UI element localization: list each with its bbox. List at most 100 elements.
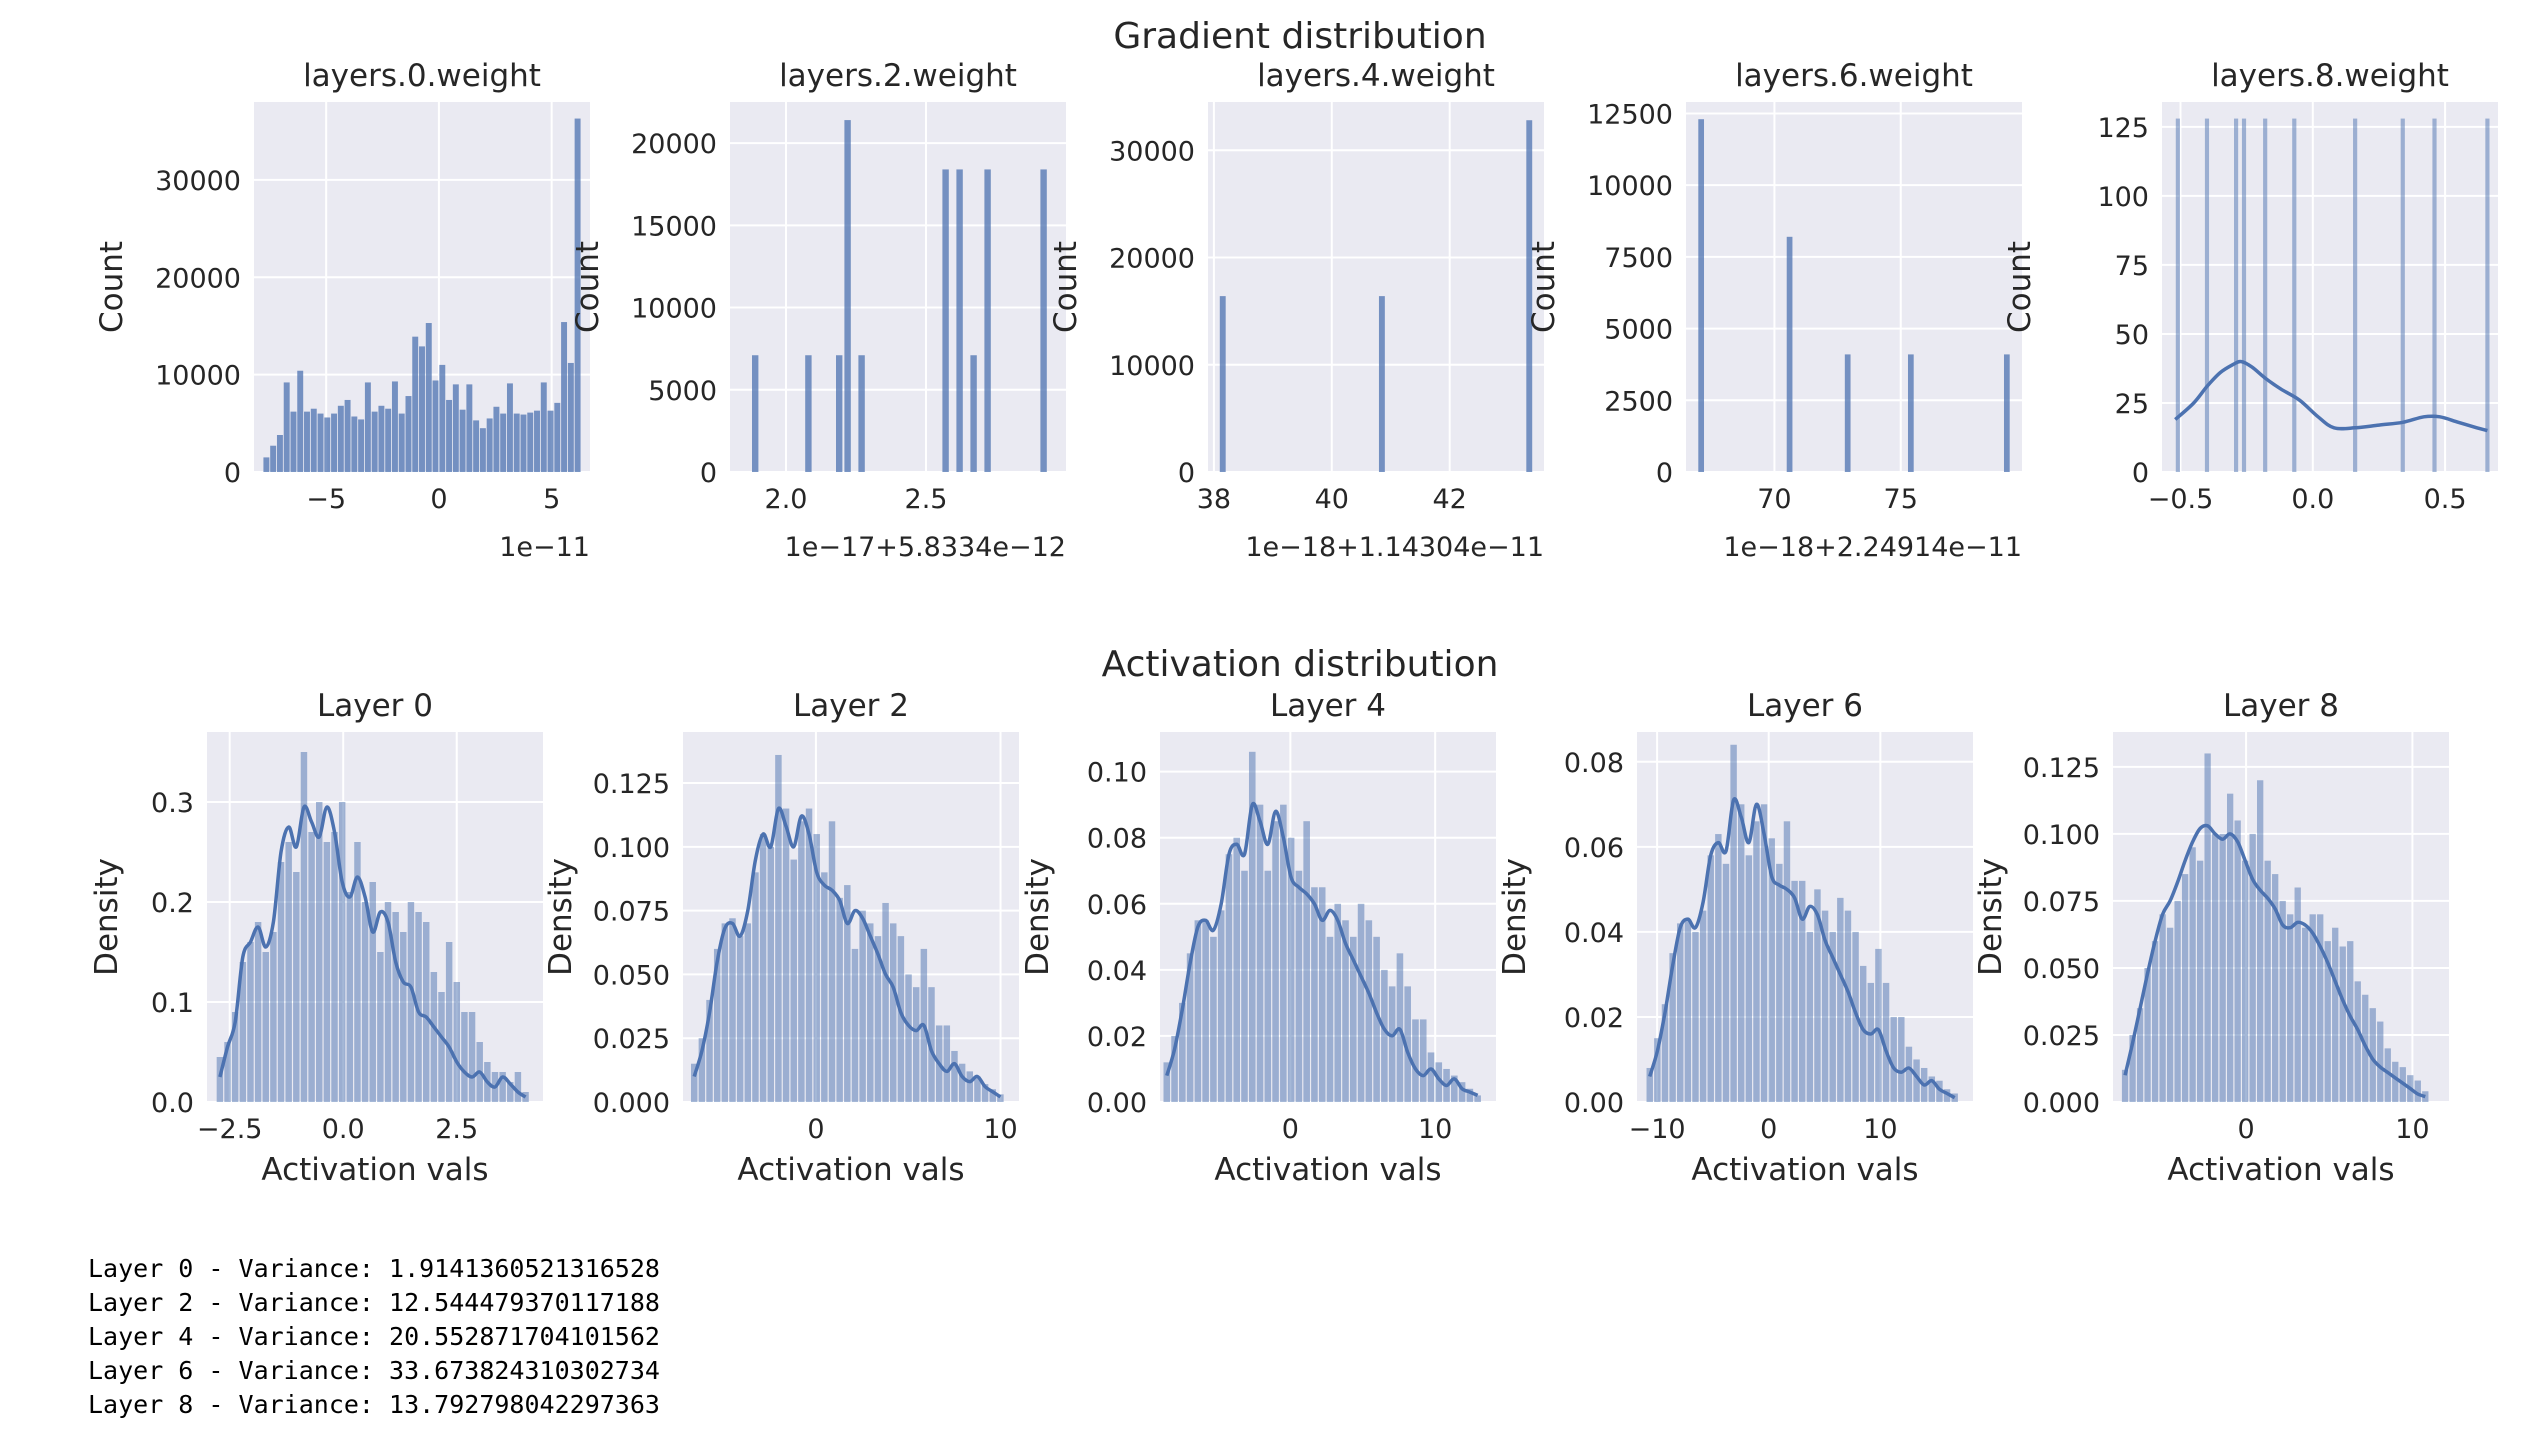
kde-curve: [2174, 359, 2488, 433]
histogram-bar: [1378, 296, 1385, 472]
histogram-bar: [276, 435, 283, 472]
histogram-bar: [527, 412, 534, 472]
histogram-bar: [293, 872, 300, 1102]
histogram-bar: [1844, 910, 1852, 1102]
histogram-bar: [270, 445, 277, 472]
panel-title: Layer 2: [793, 688, 909, 724]
histogram-bar: [943, 1025, 951, 1102]
histogram-bar: [346, 892, 354, 1102]
y-axis-label: Count: [2002, 241, 2038, 333]
y-tick-label: 0.08: [1087, 824, 1147, 855]
histogram-bar: [2196, 860, 2204, 1102]
y-axis-label: Density: [543, 858, 579, 976]
histogram-bar: [369, 882, 376, 1102]
histogram-bar: [1373, 936, 1380, 1102]
histogram-bar: [432, 380, 439, 472]
y-tick-label: 100: [2097, 182, 2149, 213]
histogram-bar: [358, 419, 365, 472]
histogram-bar: [1867, 982, 1875, 1102]
y-axis-label: Density: [1020, 858, 1056, 976]
variance-line: Layer 8 - Variance: 13.792798042297363: [88, 1390, 660, 1419]
histogram-bar: [767, 846, 774, 1102]
y-tick-label: 75: [2115, 251, 2149, 282]
y-tick-label: 0: [1178, 458, 1195, 489]
x-axis-label: Activation vals: [1214, 1152, 1441, 1188]
histogram-bar: [2204, 753, 2211, 1102]
histogram-bar: [1388, 986, 1396, 1102]
histogram-bar: [263, 457, 270, 472]
histogram-bar: [405, 396, 412, 472]
histogram-bar: [1419, 1019, 1427, 1102]
x-tick-label: 2.5: [435, 1114, 478, 1145]
histogram-bar: [468, 1012, 476, 1102]
x-tick-label: 10: [1418, 1114, 1452, 1145]
histogram-bar: [231, 1012, 239, 1102]
y-tick-label: 0.3: [151, 788, 194, 819]
x-tick-label: 70: [1757, 484, 1791, 515]
variance-line: Layer 0 - Variance: 1.9141360521316528: [88, 1254, 660, 1283]
histogram-bar: [1225, 854, 1233, 1102]
histogram-bar: [1248, 751, 1256, 1102]
histogram-bar: [316, 802, 323, 1102]
histogram-bar: [2241, 118, 2247, 472]
x-tick-label: 0: [807, 1114, 824, 1145]
histogram-bar: [1684, 919, 1692, 1102]
histogram-bar: [1669, 953, 1676, 1102]
histogram-bar: [2257, 780, 2264, 1102]
kde-curve: [692, 806, 1002, 1099]
histogram-bar: [1928, 1076, 1936, 1102]
y-tick-label: 10000: [155, 361, 241, 392]
y-tick-label: 0.100: [593, 833, 670, 864]
histogram-bar: [461, 1012, 468, 1102]
kde-curve: [2123, 823, 2426, 1099]
histogram-bar: [2302, 927, 2309, 1102]
histogram-bar: [254, 922, 262, 1102]
y-axis-label: Density: [1973, 858, 2009, 976]
histogram-bar: [2226, 793, 2234, 1102]
y-tick-label: 0.025: [593, 1024, 670, 1055]
histogram-bar: [981, 1084, 989, 1102]
histogram-bar: [439, 364, 446, 472]
histogram-bar: [297, 370, 304, 472]
histogram-bar: [1264, 870, 1272, 1102]
histogram-bar: [2292, 118, 2297, 472]
chart-panel-8: −10 0 10 0.00 0.02 0.04 0.06 0.08 Layer 6 Density…: [1497, 688, 1973, 1188]
chart-panel-6: 0 10 0.000 0.025 0.050 0.075 0.100 0.125 Layer 2…: [543, 688, 1019, 1188]
histogram-bar: [247, 942, 254, 1102]
histogram-bar: [445, 942, 453, 1102]
histogram-bar: [1692, 931, 1699, 1102]
histogram-bar: [422, 922, 430, 1102]
histogram-bar: [2369, 1008, 2376, 1102]
histogram-bar: [1768, 838, 1775, 1102]
histogram-bar: [290, 411, 297, 472]
histogram-bar: [974, 1076, 981, 1102]
histogram-bar: [323, 842, 331, 1102]
x-tick-label: 2.5: [905, 484, 948, 515]
histogram-bar: [928, 987, 935, 1102]
histogram-bar: [2242, 860, 2249, 1102]
histogram-bar: [2272, 874, 2279, 1102]
y-tick-label: 50: [2115, 320, 2149, 351]
histogram-bar: [2332, 927, 2339, 1102]
y-tick-label: 7500: [1604, 243, 1673, 274]
x-tick-label: 10: [2395, 1114, 2429, 1145]
histogram-bar: [1526, 120, 1533, 473]
histogram-bar: [759, 834, 767, 1102]
histogram-bar: [1334, 903, 1342, 1102]
histogram-bar: [1814, 889, 1821, 1102]
histogram-bar: [2211, 833, 2219, 1102]
histogram-bar: [1179, 1002, 1186, 1102]
y-tick-label: 10000: [1587, 171, 1673, 202]
histogram-bar: [344, 399, 351, 472]
histogram-bar: [425, 323, 432, 472]
x-tick-label: 0: [430, 484, 447, 515]
plot-area: [2162, 102, 2498, 472]
histogram-bar: [1404, 986, 1411, 1102]
histogram-bar: [2175, 118, 2180, 472]
histogram-bar: [1303, 821, 1310, 1102]
histogram-bar: [2219, 833, 2226, 1102]
histogram-bar: [310, 408, 317, 472]
y-tick-label: 0.0: [151, 1088, 194, 1119]
histogram-bar: [2121, 1069, 2129, 1102]
histogram-bar: [377, 952, 384, 1102]
